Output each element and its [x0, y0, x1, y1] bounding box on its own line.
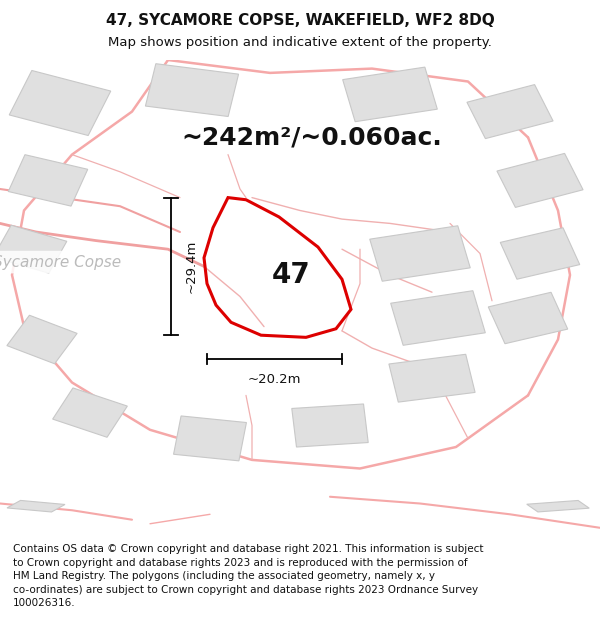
Text: ~242m²/~0.060ac.: ~242m²/~0.060ac. [182, 126, 442, 149]
Polygon shape [389, 354, 475, 402]
Polygon shape [500, 228, 580, 279]
Polygon shape [7, 501, 65, 512]
Polygon shape [0, 225, 67, 273]
Polygon shape [467, 84, 553, 139]
Text: ~29.4m: ~29.4m [184, 240, 197, 293]
Text: Contains OS data © Crown copyright and database right 2021. This information is : Contains OS data © Crown copyright and d… [13, 544, 484, 608]
Polygon shape [53, 388, 127, 438]
Text: Sycamore Copse: Sycamore Copse [0, 254, 121, 269]
Polygon shape [9, 71, 111, 136]
Polygon shape [527, 501, 589, 512]
Polygon shape [343, 67, 437, 122]
Polygon shape [391, 291, 485, 345]
Polygon shape [8, 155, 88, 206]
Polygon shape [497, 153, 583, 208]
Polygon shape [370, 226, 470, 281]
Polygon shape [488, 292, 568, 344]
Text: 47: 47 [272, 261, 310, 289]
Text: ~20.2m: ~20.2m [248, 372, 301, 386]
Text: Map shows position and indicative extent of the property.: Map shows position and indicative extent… [108, 36, 492, 49]
Polygon shape [145, 64, 239, 116]
Polygon shape [292, 404, 368, 447]
Text: 47, SYCAMORE COPSE, WAKEFIELD, WF2 8DQ: 47, SYCAMORE COPSE, WAKEFIELD, WF2 8DQ [106, 13, 494, 28]
Polygon shape [7, 315, 77, 364]
Polygon shape [173, 416, 247, 461]
